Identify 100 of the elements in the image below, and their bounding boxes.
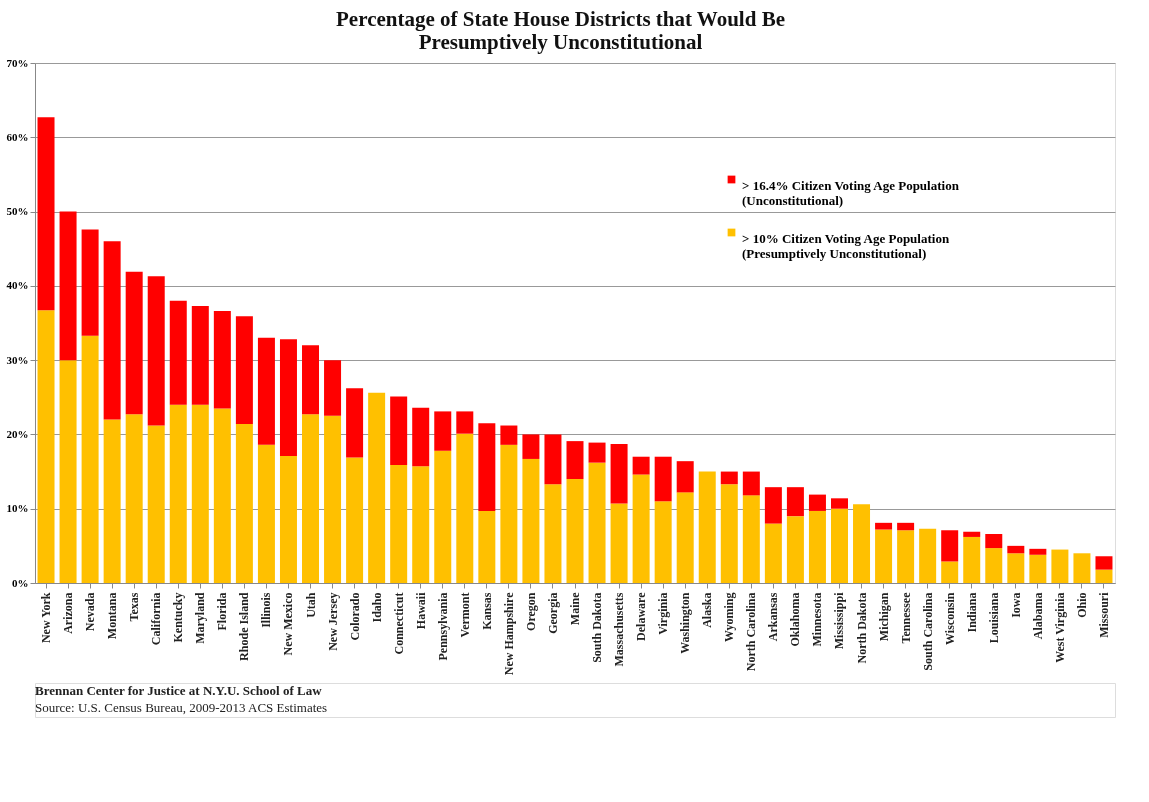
y-tick-label: 20% [6, 427, 29, 440]
legend-label: > 16.4% Citizen Voting Age Population (Unconstitutional) [742, 177, 960, 208]
y-tick-label: 50% [6, 205, 29, 218]
x-tick-label: Delaware [634, 591, 649, 641]
bar [985, 533, 1003, 549]
bar [720, 484, 738, 583]
bar [676, 461, 694, 493]
x-tick-label: North Carolina [744, 592, 759, 672]
bar [456, 411, 474, 434]
y-tick-label: 70% [6, 56, 29, 69]
x-tick-label: South Carolina [920, 592, 935, 671]
bar [676, 492, 694, 583]
x-tick-label: Colorado [347, 592, 362, 641]
bar [302, 414, 320, 583]
bar [764, 487, 782, 524]
x-tick-label: California [149, 592, 164, 646]
x-tick-label: Maryland [193, 592, 208, 644]
bar [279, 339, 297, 456]
bar [125, 271, 143, 415]
source-note: Source: U.S. Census Bureau, 2009-2013 ACS Estimates [35, 700, 328, 715]
x-tick-label: Indiana [964, 592, 979, 633]
bar [808, 510, 826, 583]
x-tick-label: Arkansas [766, 592, 781, 642]
y-tick-label: 0% [12, 576, 29, 589]
x-tick-label: Illinois [259, 592, 274, 628]
bar [346, 388, 364, 458]
bar [919, 528, 937, 583]
bar [720, 471, 738, 485]
y-tick-label: 40% [6, 279, 29, 292]
x-tick-label: Louisiana [986, 592, 1001, 644]
x-tick-label: Wisconsin [942, 592, 957, 645]
text: Percentage of State House Districts that Would Be [336, 6, 785, 31]
bar [478, 423, 496, 511]
bar [390, 464, 408, 583]
bar [412, 407, 430, 467]
bar [853, 504, 871, 583]
bar [522, 458, 540, 583]
x-tick-label: South Dakota [590, 592, 605, 663]
bar [808, 494, 826, 511]
bar [1095, 569, 1113, 583]
x-tick-label: Massachusetts [612, 592, 627, 667]
bar [897, 530, 915, 583]
bar [456, 433, 474, 583]
bar [125, 414, 143, 583]
bar [279, 455, 297, 583]
bar [81, 335, 99, 583]
bar [324, 360, 342, 416]
bar [478, 510, 496, 583]
bar [544, 434, 562, 485]
bar [147, 276, 165, 426]
bar [786, 516, 804, 583]
bar [302, 345, 320, 415]
x-tick-label: Idaho [369, 592, 384, 623]
x-tick-label: Virginia [656, 592, 671, 635]
bar [368, 392, 386, 583]
bar [191, 404, 209, 583]
bar [59, 360, 77, 583]
bar [875, 529, 893, 583]
bar [169, 404, 187, 583]
bar [941, 530, 959, 562]
x-tick-label: New Hampshire [501, 591, 516, 676]
bar [588, 442, 606, 463]
x-tick-label: Utah [303, 592, 318, 618]
bar [390, 396, 408, 465]
bar [37, 310, 55, 583]
bar [742, 495, 760, 583]
bar [742, 471, 760, 496]
bar [610, 503, 628, 583]
bar [830, 498, 848, 509]
bar [1095, 556, 1113, 570]
x-tick-label: Montana [105, 592, 120, 640]
bar [544, 484, 562, 583]
bar [566, 441, 584, 479]
x-tick-label: Pennsylvania [435, 592, 450, 661]
x-tick-label: North Dakota [854, 592, 869, 664]
x-tick-label: Vermont [457, 592, 472, 638]
bar [169, 300, 187, 405]
bar [632, 456, 650, 475]
x-tick-label: Iowa [1008, 592, 1023, 618]
bar [346, 457, 364, 583]
bar [610, 444, 628, 504]
bar [235, 424, 253, 583]
bar [434, 411, 452, 451]
x-tick-label: New Mexico [281, 592, 296, 656]
x-tick-label: Wyoming [722, 592, 737, 643]
y-tick-label: 60% [6, 130, 29, 143]
y-tick-label: 10% [6, 502, 29, 515]
x-tick-label: Arizona [61, 592, 76, 634]
x-tick-label: Kansas [479, 592, 494, 630]
bar [500, 425, 518, 445]
legend-label: > 10% Citizen Voting Age Population (Presumptively Unconstitutional) [742, 230, 950, 261]
bar [985, 548, 1003, 583]
x-tick-label: Washington [678, 592, 693, 654]
x-tick-label: Alabama [1030, 592, 1045, 640]
bar [786, 487, 804, 517]
bar [941, 561, 959, 583]
x-tick-label: New York [39, 592, 54, 644]
x-tick-label: Nevada [83, 592, 98, 632]
bar [522, 434, 540, 459]
bar [103, 241, 121, 420]
